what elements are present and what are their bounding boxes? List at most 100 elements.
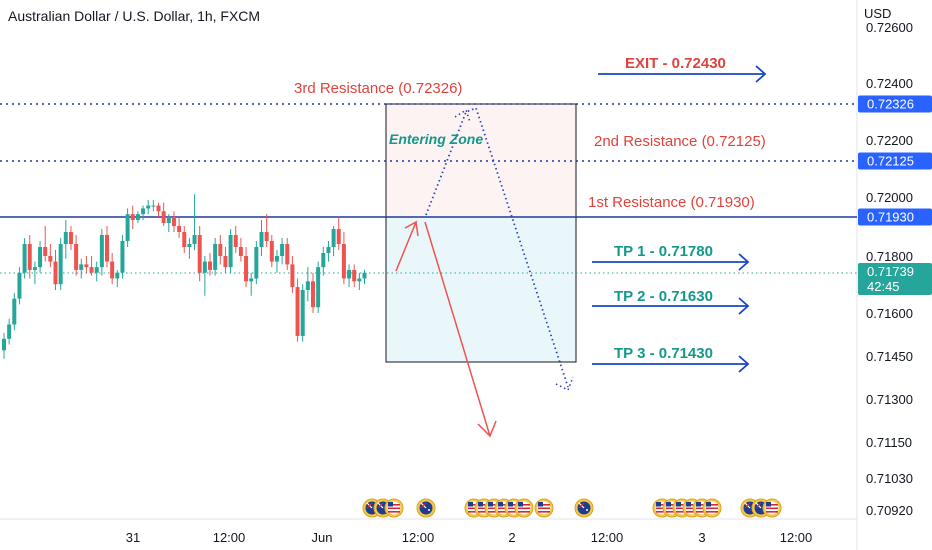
us-flag-stripe [388, 511, 400, 513]
x-tick-label: 3 [698, 530, 705, 545]
us-flag-stripe [766, 504, 778, 506]
candle-body [347, 269, 352, 279]
us-flag-stripe [468, 511, 480, 513]
candle-body [156, 205, 161, 212]
tp3-arrow-head [738, 355, 750, 373]
x-tick-label: 31 [126, 530, 140, 545]
event-flag-icon [534, 498, 554, 518]
us-flag-stripe [508, 507, 520, 510]
x-tick-label: 2 [508, 530, 515, 545]
y-tick-label: 0.71150 [866, 435, 912, 450]
us-flag-canton [498, 502, 503, 507]
us-flag-stripe [498, 507, 510, 510]
tp3-label: TP 3 - 0.71430 [614, 345, 713, 362]
candle-body [94, 267, 99, 273]
resistance1-label: 1st Resistance (0.71930) [588, 194, 755, 211]
candle-body [130, 214, 135, 220]
event-flag-icon [514, 498, 534, 518]
candle-body [357, 278, 362, 282]
us-flag-stripe [468, 504, 480, 506]
us-flag-stripe [538, 504, 550, 506]
candle-body [161, 211, 166, 223]
candle-body [105, 235, 109, 262]
price-tag-bg [858, 208, 932, 226]
event-flag-icon [574, 498, 594, 518]
us-flag-canton [706, 502, 711, 507]
us-flag-canton [388, 502, 393, 507]
candle-body [146, 205, 151, 209]
resistance3-label: 3rd Resistance (0.72326) [294, 80, 462, 97]
us-flag-stripe [498, 504, 510, 506]
y-tick-label: 0.72200 [866, 133, 913, 148]
us-flag-stripe [686, 507, 698, 510]
candle-body [213, 244, 218, 270]
event-flag-icon [762, 498, 782, 518]
candle-body [22, 244, 27, 273]
us-flag-canton [766, 502, 771, 507]
us-flag-stripe [656, 507, 668, 510]
candle-body [336, 229, 341, 244]
y-tick-label: 0.72000 [866, 190, 913, 205]
x-tick-label: 12:00 [780, 530, 813, 545]
us-flag-stripe [686, 511, 698, 513]
candle-body [84, 264, 89, 268]
candle-body [43, 247, 48, 256]
us-flag-stripe [478, 507, 490, 510]
candle-body [305, 281, 310, 290]
candle-body [280, 244, 285, 256]
candle-body [99, 235, 104, 268]
us-flag-stripe [706, 504, 718, 506]
us-flag-stripe [676, 511, 688, 513]
candle-body [135, 214, 140, 220]
us-flag-canton [508, 502, 513, 507]
us-flag-stripe [508, 504, 520, 506]
candle-body [274, 256, 279, 262]
candle-body [74, 244, 79, 270]
us-flag-canton [478, 502, 483, 507]
candle-body [228, 235, 233, 268]
us-flag-stripe [508, 511, 520, 513]
red-down-arrowhead [477, 420, 497, 438]
candle-body [171, 217, 176, 226]
us-flag-stripe [696, 507, 708, 510]
chart-title: Australian Dollar / U.S. Dollar, 1h, FXC… [8, 8, 261, 24]
candle-body [192, 235, 197, 244]
candle-body [269, 241, 274, 262]
candle-body [300, 289, 305, 336]
us-flag-stripe [696, 511, 708, 513]
candle-body [202, 261, 207, 273]
y-tick-label: 0.70920 [866, 503, 913, 518]
us-flag-stripe [666, 507, 678, 510]
candle-body [12, 298, 17, 325]
candle-body [218, 244, 223, 256]
us-flag-stripe [686, 504, 698, 506]
price-tag-label: 0.72125 [867, 154, 914, 169]
us-flag-stripe [478, 511, 490, 513]
us-flag-canton [538, 502, 543, 507]
us-flag-stripe [388, 504, 400, 506]
y-tick-label: 0.72400 [866, 76, 913, 91]
event-flag-icon [702, 498, 722, 518]
resistance2-label: 2nd Resistance (0.72125) [594, 133, 766, 150]
au-flag-cross [366, 502, 373, 509]
candle-body [223, 256, 228, 268]
exit-arrow-head [755, 65, 767, 83]
projected-path [425, 106, 569, 388]
us-flag-canton [468, 502, 473, 507]
candle-body [141, 208, 146, 215]
candle-body [197, 235, 202, 273]
candle-body [89, 267, 94, 273]
candle-body [27, 244, 32, 270]
candle-body [254, 247, 259, 279]
y-axis-unit: USD [864, 6, 892, 21]
tp1-arrow-head [738, 253, 750, 271]
au-flag-cross [377, 502, 384, 509]
candle-body [238, 247, 243, 256]
candle-body [48, 256, 53, 262]
us-flag-stripe [388, 507, 400, 510]
us-flag-stripe [518, 504, 530, 506]
us-flag-canton [686, 502, 691, 507]
candle-body [7, 324, 12, 339]
